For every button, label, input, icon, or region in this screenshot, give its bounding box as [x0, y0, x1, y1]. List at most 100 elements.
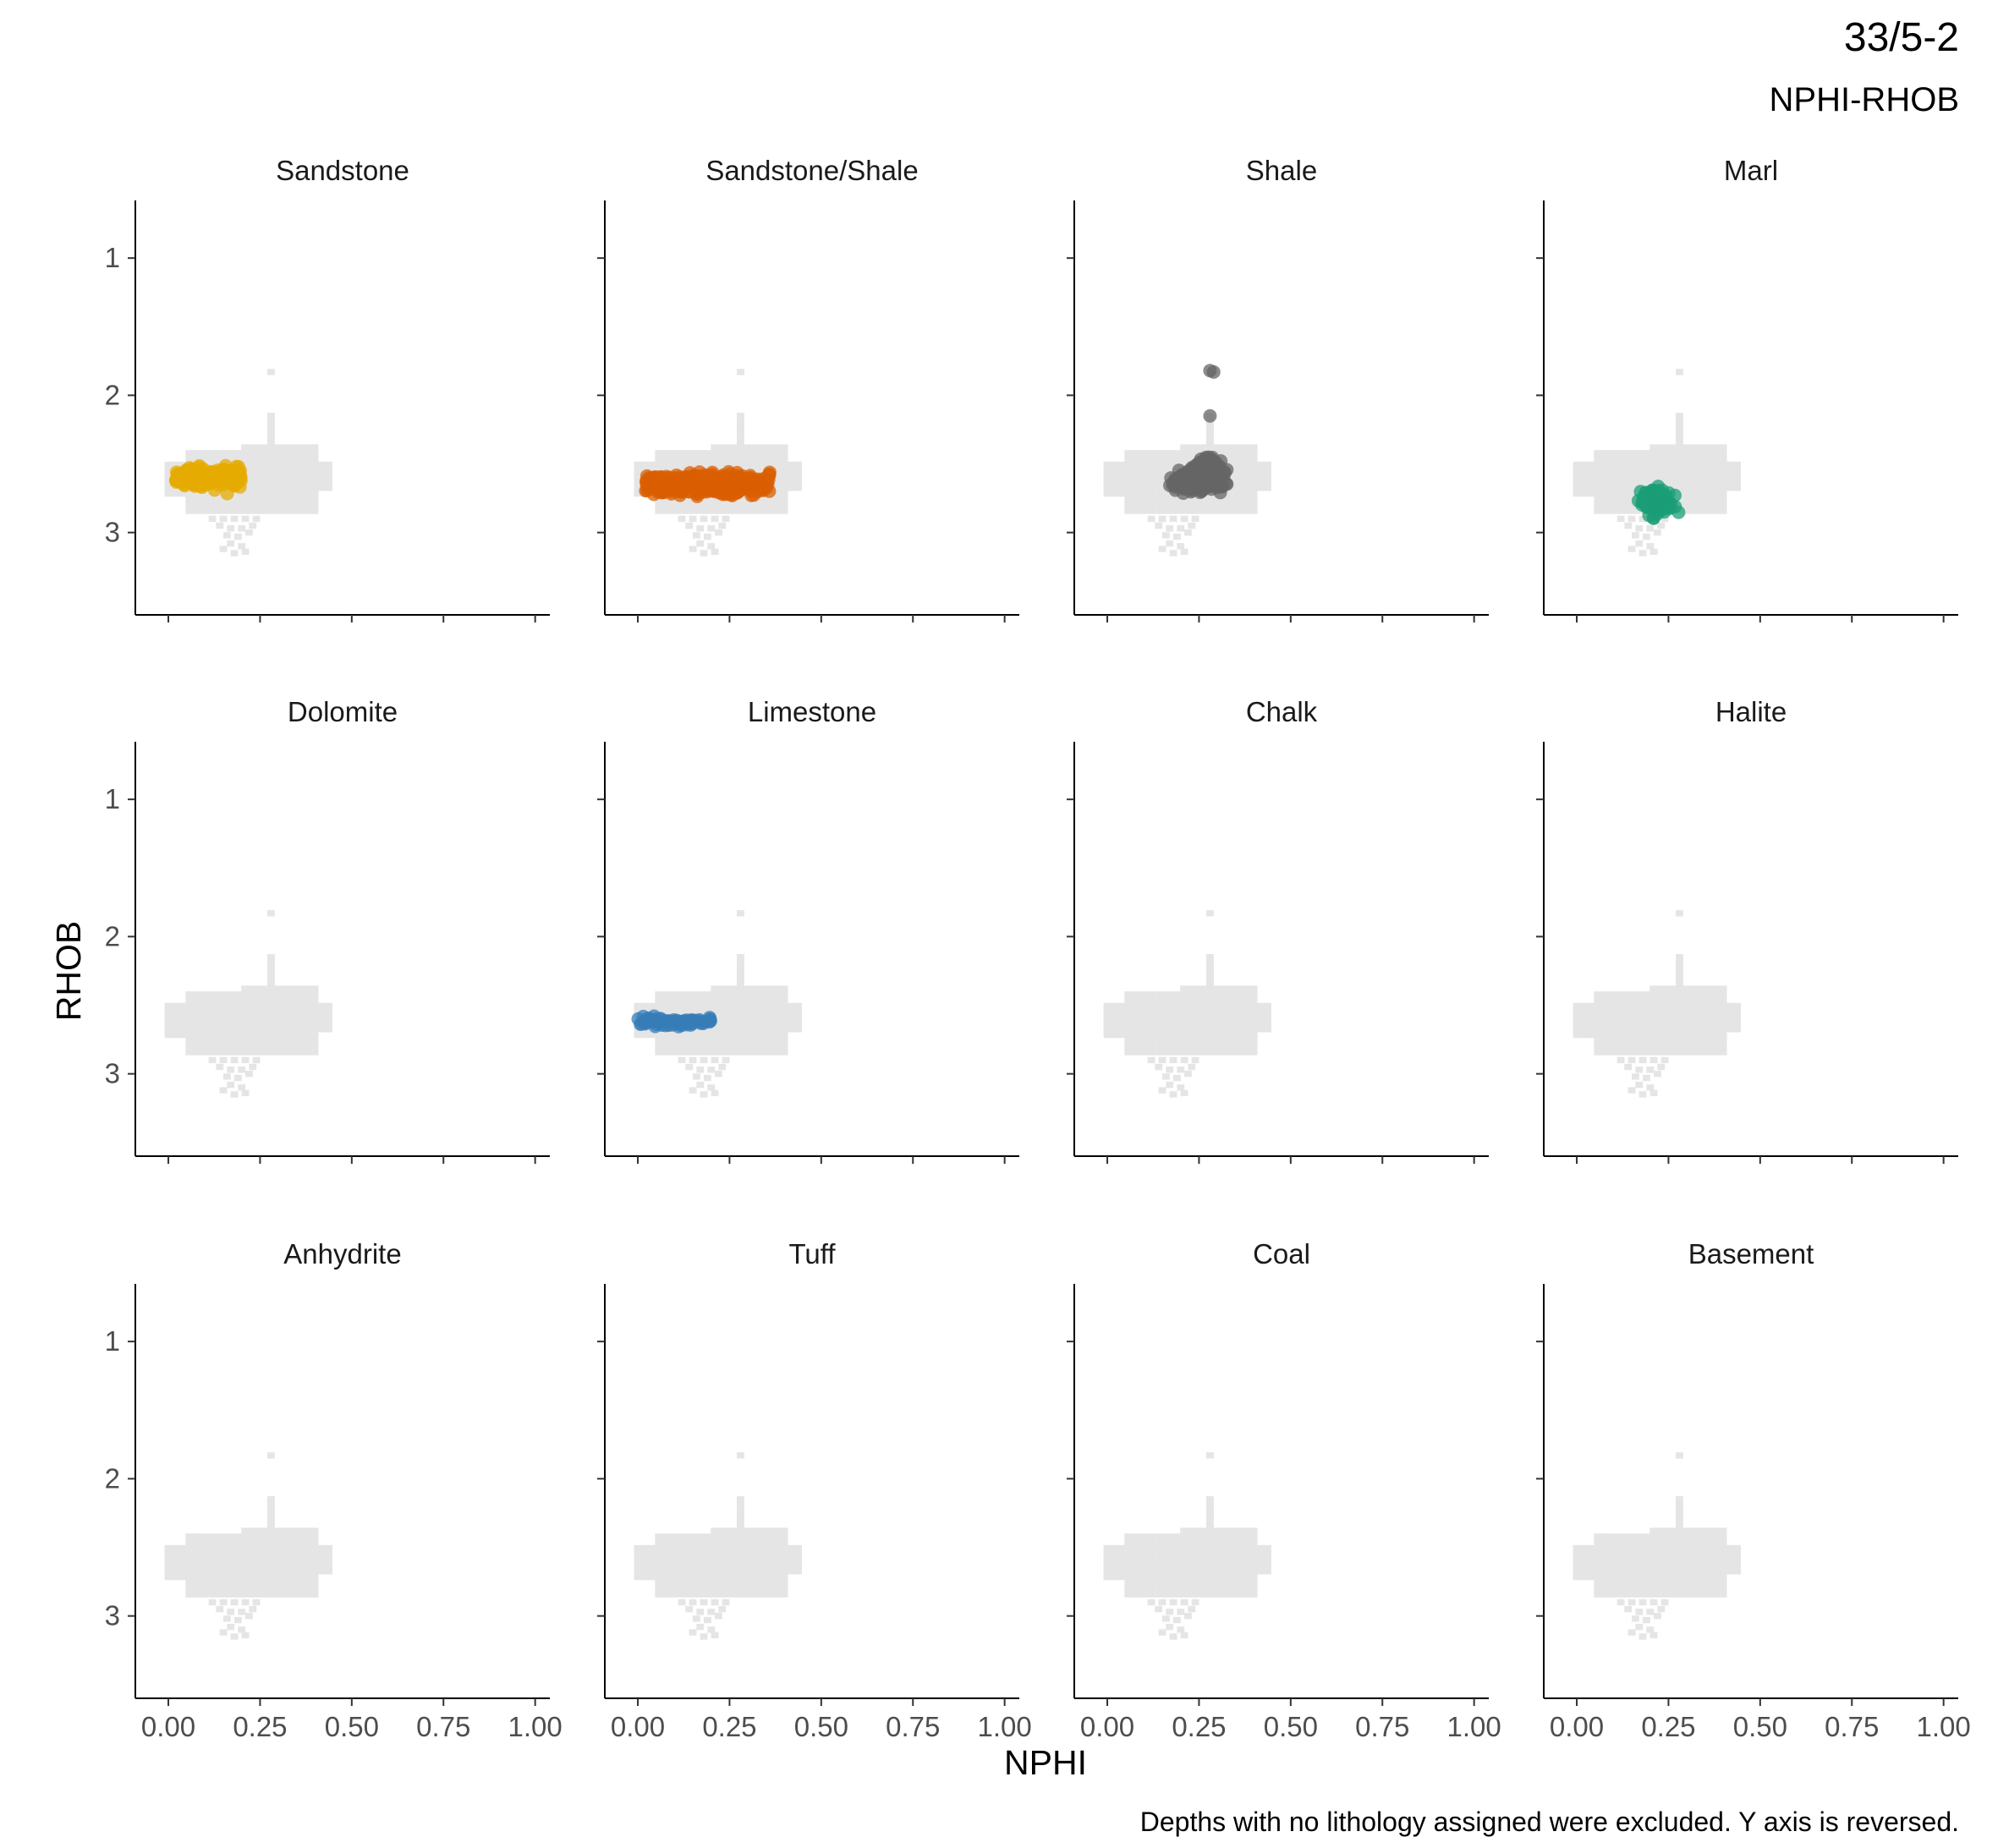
background-cell: [283, 1579, 291, 1587]
background-cell: [738, 1026, 747, 1033]
background-cell: [238, 1084, 246, 1091]
background-cell: [255, 467, 263, 474]
background-cell: [1628, 1544, 1637, 1552]
background-cell: [261, 1527, 270, 1534]
background-cell: [255, 1049, 263, 1056]
background-cell: [1145, 1585, 1153, 1592]
background-cell: [1719, 1008, 1727, 1016]
background-cell: [1691, 1026, 1699, 1033]
background-cell: [711, 985, 719, 992]
background-cell: [1607, 1585, 1616, 1592]
background-cell: [238, 543, 246, 550]
background-cell: [1705, 996, 1713, 1004]
background-cell: [255, 1550, 263, 1558]
background-cell: [325, 1008, 332, 1016]
background-cell: [794, 1002, 802, 1010]
background-cell: [310, 996, 319, 1004]
background-cell: [683, 1550, 691, 1558]
background-cell: [304, 1043, 312, 1050]
background-cell: [731, 1562, 739, 1569]
background-cell: [310, 1556, 319, 1563]
background-cell: [1638, 1056, 1647, 1064]
background-cell: [220, 1579, 228, 1587]
background-cell: [724, 1049, 733, 1056]
background-cell: [1194, 1550, 1202, 1558]
background-cell: [1607, 485, 1616, 491]
background-cell: [1103, 1008, 1112, 1016]
background-cell: [724, 1591, 733, 1598]
background-cell: [241, 450, 250, 457]
background-cell: [1249, 1049, 1258, 1056]
background-cell: [1649, 991, 1658, 998]
background-cell: [689, 1031, 698, 1039]
background-cell: [759, 1533, 767, 1540]
background-cell: [1607, 1562, 1616, 1569]
background-cell: [1187, 1562, 1195, 1569]
background-cell: [1622, 1562, 1630, 1569]
background-cell: [759, 1043, 767, 1050]
background-cell: [1187, 1049, 1195, 1056]
background-cell: [1194, 1573, 1202, 1581]
background-cell: [1145, 1591, 1153, 1598]
facet-label: Limestone: [748, 696, 876, 727]
background-cell: [227, 1533, 235, 1540]
background-cell: [745, 1008, 754, 1016]
background-cell: [1622, 1573, 1630, 1581]
background-cell: [178, 1550, 186, 1558]
data-point: [179, 464, 194, 479]
background-cell: [1215, 1031, 1223, 1039]
background-cell: [1124, 991, 1133, 998]
background-cell: [325, 1002, 332, 1010]
background-cell: [1691, 1527, 1699, 1534]
background-cell: [1264, 461, 1271, 469]
background-cell: [1159, 1533, 1167, 1540]
background-cell: [1670, 1527, 1678, 1534]
background-cell: [773, 1008, 782, 1016]
background-cell: [1642, 1026, 1650, 1033]
background-cell: [1684, 1002, 1693, 1010]
background-cell: [248, 1585, 256, 1592]
background-cell: [1628, 1562, 1637, 1569]
background-cell: [164, 1568, 173, 1575]
background-cell: [206, 1550, 214, 1558]
background-cell: [1215, 1026, 1223, 1033]
background-cell: [1670, 1026, 1678, 1033]
background-cell: [1622, 1020, 1630, 1027]
background-cell: [766, 1527, 774, 1534]
background-cell: [661, 1544, 670, 1552]
background-cell: [1152, 1568, 1161, 1575]
background-cell: [1698, 485, 1706, 491]
background-cell: [738, 1037, 747, 1045]
background-cell: [703, 1074, 711, 1082]
background-cell: [1256, 1008, 1265, 1016]
background-cell: [248, 496, 256, 503]
facet-label: Halite: [1715, 696, 1787, 727]
background-cell: [689, 546, 697, 552]
background-cell: [738, 507, 747, 514]
background-cell: [1208, 996, 1216, 1004]
background-cell: [1243, 996, 1251, 1004]
background-cell: [289, 1049, 298, 1056]
background-cell: [1159, 473, 1167, 480]
background-cell: [276, 991, 284, 998]
background-cell: [1228, 496, 1237, 503]
background-cell: [297, 1591, 305, 1598]
background-cell: [1698, 1026, 1706, 1033]
background-cell: [787, 461, 795, 469]
background-cell: [206, 1585, 214, 1592]
background-cell: [752, 1043, 760, 1050]
background-cell: [711, 1026, 719, 1033]
background-cell: [297, 1031, 305, 1039]
background-cell: [1691, 1544, 1699, 1552]
background-cell: [745, 1591, 754, 1598]
background-cell: [1684, 1020, 1693, 1027]
background-cell: [1719, 1037, 1727, 1045]
background-cell: [1124, 461, 1133, 469]
background-cell: [317, 1008, 326, 1016]
background-cell: [717, 1562, 726, 1569]
background-cell: [1200, 1049, 1209, 1056]
background-cell: [1221, 1002, 1230, 1010]
x-tick-label: 0.75: [886, 1711, 940, 1742]
background-cell: [1607, 502, 1616, 508]
background-cell: [1622, 485, 1630, 491]
